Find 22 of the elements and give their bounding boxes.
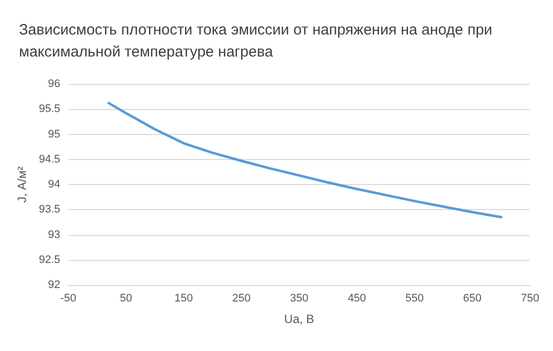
y-tick-label: 92.5 (38, 254, 60, 266)
x-tick-label: 150 (174, 292, 193, 304)
line-series (107, 102, 502, 218)
x-tick-label: 550 (405, 292, 424, 304)
y-tick-label: 96 (48, 78, 60, 90)
y-tick-label: 95.5 (38, 103, 60, 116)
x-tick-label: 350 (290, 292, 308, 304)
y-tick-label: 93 (48, 228, 60, 241)
x-tick-label: 750 (520, 292, 540, 304)
x-tick-label: 50 (120, 292, 132, 304)
x-tick-label: -50 (60, 292, 76, 304)
y-tick-label: 93.5 (38, 204, 60, 216)
chart-title: Зависисмость плотности тока эмиссии от напряжения на аноде при максимальной температуре нагрева (19, 22, 496, 60)
y-tick-label: 95 (48, 128, 60, 140)
y-tick-label: 94.5 (38, 153, 60, 166)
x-axis-title: Ua, В (284, 312, 314, 326)
x-tick-label: 450 (348, 292, 366, 304)
x-tick-label: 650 (463, 292, 482, 304)
y-tick-label: 92 (48, 279, 60, 291)
x-tick-label: 250 (232, 292, 251, 304)
y-axis-title: J, А/м² (15, 166, 29, 203)
y-tick-label: 94 (48, 178, 60, 190)
